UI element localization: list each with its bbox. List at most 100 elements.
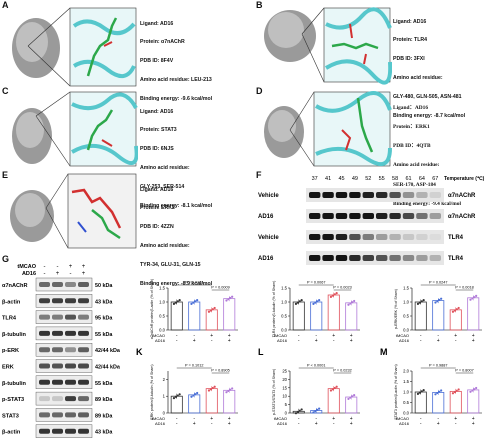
blot-band	[52, 282, 63, 287]
panel-letter-b: B	[256, 0, 263, 10]
p-value: P = 0.8905	[211, 369, 229, 373]
temperature-label: 58	[392, 176, 398, 182]
tmcao-sign: +	[454, 416, 457, 422]
y-tick-label: 5	[285, 402, 288, 407]
docking-image-d	[264, 90, 392, 167]
data-point	[453, 390, 456, 394]
blot-band	[322, 255, 334, 261]
blot-band	[416, 255, 428, 261]
ad16-sign: +	[193, 421, 196, 427]
chart-k: K ERK protein/β-tubulin (% of Sham) 0 1 2 P =…	[136, 347, 238, 427]
blot-band	[65, 396, 76, 402]
blot-strip	[306, 209, 444, 223]
ad16-sign: +	[437, 338, 440, 344]
row-label-ad16: AD16	[277, 338, 288, 343]
pdb-text-d: PDB ID：4QTB	[393, 143, 431, 150]
blot-band	[78, 396, 89, 402]
bar	[327, 294, 340, 331]
blot-band	[39, 298, 50, 304]
tmcao-sign: -	[315, 416, 317, 422]
ad16-sign: +	[472, 338, 475, 344]
p-value: P = 0.0023	[333, 286, 351, 290]
data-point	[457, 388, 460, 391]
data-point	[436, 300, 439, 303]
blot-band	[402, 213, 415, 219]
docking-image-a	[12, 7, 137, 87]
y-tick-label: 1.5	[281, 286, 287, 291]
tmcao-sign: -	[298, 416, 300, 422]
blot-band	[429, 192, 441, 198]
chart-h: Hα7nAChR protein/β-actin (% of Sham)0.00…	[150, 279, 238, 344]
data-point	[329, 295, 333, 298]
y-tick-label: 0.5	[281, 314, 287, 319]
ad16-sign: +	[82, 271, 86, 277]
data-point	[227, 298, 230, 301]
data-point	[213, 385, 216, 388]
blot-band	[78, 412, 89, 418]
temperature-label: 61	[405, 176, 411, 182]
data-point	[211, 386, 214, 390]
ad16-sign: +	[350, 421, 353, 427]
blot-group-label: AD16	[258, 256, 274, 262]
data-point	[312, 411, 315, 414]
blot-band	[376, 192, 388, 198]
blot-protein-label: TLR4	[448, 256, 464, 262]
data-point	[298, 300, 301, 303]
blot-band	[78, 363, 89, 369]
blot-band	[402, 255, 415, 261]
blot-band	[65, 298, 76, 304]
blot-band	[389, 192, 401, 198]
quantification-charts: Hα7nAChR protein/β-actin (% of Sham)0.00…	[136, 279, 482, 427]
blot-band	[52, 314, 63, 320]
blot-band	[52, 412, 63, 418]
blot-band	[65, 363, 76, 369]
bar	[414, 301, 427, 331]
blot-protein-label: α7nAChR	[448, 214, 476, 220]
ligand-text-d: Ligand：AD16	[393, 104, 429, 111]
blot-band	[65, 314, 76, 320]
ad16-sign: +	[437, 421, 440, 427]
data-point	[333, 386, 336, 390]
bar	[345, 302, 358, 331]
panel-letter-c: C	[2, 86, 9, 96]
bar	[414, 391, 427, 414]
row-label-tmcao: tMCAO	[396, 416, 409, 421]
residue-label-d: Amino acid residue:	[393, 162, 440, 169]
chart-j: Jp-ERK/ERK (% of Sham)0.00.51.01.5P = 0.…	[394, 281, 482, 344]
data-point	[475, 386, 478, 390]
blot-band	[52, 379, 63, 385]
data-point	[207, 310, 211, 313]
data-point	[174, 301, 177, 304]
tmcao-sign: -	[420, 416, 422, 422]
blot-strip	[35, 375, 93, 390]
ad16-sign: -	[298, 338, 300, 344]
y-tick-label: 1.5	[403, 286, 409, 291]
bar	[205, 388, 218, 414]
blot-size-label: 42/44 kDa	[95, 365, 121, 371]
data-point	[438, 298, 441, 302]
data-point	[196, 391, 199, 395]
data-point	[314, 301, 317, 304]
data-point	[473, 296, 476, 299]
protein-text-a: Protein: α7nAChR	[140, 39, 185, 46]
blot-band	[322, 213, 334, 219]
blot-band	[322, 192, 334, 198]
data-point	[451, 310, 455, 313]
blot-band	[39, 363, 50, 369]
data-point	[225, 299, 228, 302]
ad16-sign: -	[455, 421, 457, 427]
tmcao-sign: +	[69, 264, 73, 270]
data-point	[469, 390, 472, 393]
data-point	[209, 388, 212, 391]
data-point	[335, 385, 338, 388]
row-label-ad16: AD16	[155, 421, 166, 426]
bar	[205, 309, 218, 331]
tmcao-sign: -	[44, 264, 46, 270]
ad16-sign: -	[333, 421, 335, 427]
data-point	[451, 392, 455, 395]
data-point	[190, 395, 193, 398]
data-point	[469, 298, 472, 301]
data-point	[211, 308, 214, 311]
y-tick-label: 1	[163, 394, 166, 399]
